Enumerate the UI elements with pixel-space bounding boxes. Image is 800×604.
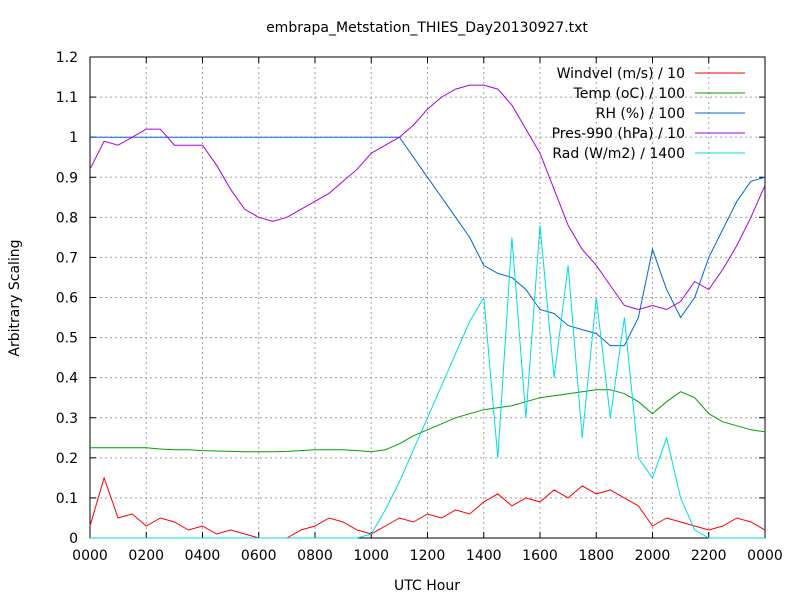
x-tick-label: 0000 [72, 548, 108, 564]
x-axis-label: UTC Hour [394, 578, 460, 594]
x-tick-label: 2000 [635, 548, 671, 564]
y-tick-label: 1.1 [56, 90, 78, 106]
data-line [90, 225, 765, 539]
chart-title: embrapa_Metstation_THIES_Day20130927.txt [266, 20, 588, 36]
y-tick-label: 0 [69, 531, 78, 547]
y-tick-label: 1 [69, 130, 78, 146]
x-tick-label: 2200 [691, 548, 727, 564]
y-tick-label: 0.6 [56, 291, 78, 307]
x-tick-label: 1000 [353, 548, 389, 564]
data-line [89, 476, 766, 539]
x-tick-label: 1800 [578, 548, 614, 564]
legend-label: Temp (oC) / 100 [573, 86, 685, 102]
y-tick-label: 0.3 [56, 411, 78, 427]
x-tick-label: 1200 [410, 548, 446, 564]
y-tick-label: 0.7 [56, 250, 78, 266]
data-line [89, 84, 766, 311]
plot-frame [89, 56, 766, 539]
x-tick-label: 0800 [297, 548, 333, 564]
y-tick-label: 0.9 [56, 170, 78, 186]
y-tick-label: 1.2 [56, 50, 78, 66]
y-tick-label: 0.1 [56, 491, 78, 507]
x-tick-label: 0600 [241, 548, 277, 564]
y-tick-label: 0.4 [56, 371, 78, 387]
x-tick-label: 0000 [747, 548, 783, 564]
y-axis-label: Arbitrary Scaling [7, 239, 23, 356]
legend-label: Windvel (m/s) / 10 [557, 66, 685, 82]
legend-label: Rad (W/m2) / 1400 [552, 146, 685, 162]
y-tick-label: 0.8 [56, 210, 78, 226]
legend-label: RH (%) / 100 [596, 106, 685, 122]
y-tick-label: 0.2 [56, 451, 78, 467]
x-tick-label: 1600 [522, 548, 558, 564]
y-tick-label: 0.5 [56, 331, 78, 347]
x-tick-label: 1400 [466, 548, 502, 564]
data-line [90, 389, 766, 453]
data-line [90, 136, 766, 347]
legend-label: Pres-990 (hPa) / 10 [552, 126, 685, 142]
x-tick-label: 0400 [185, 548, 221, 564]
x-tick-label: 0200 [128, 548, 164, 564]
